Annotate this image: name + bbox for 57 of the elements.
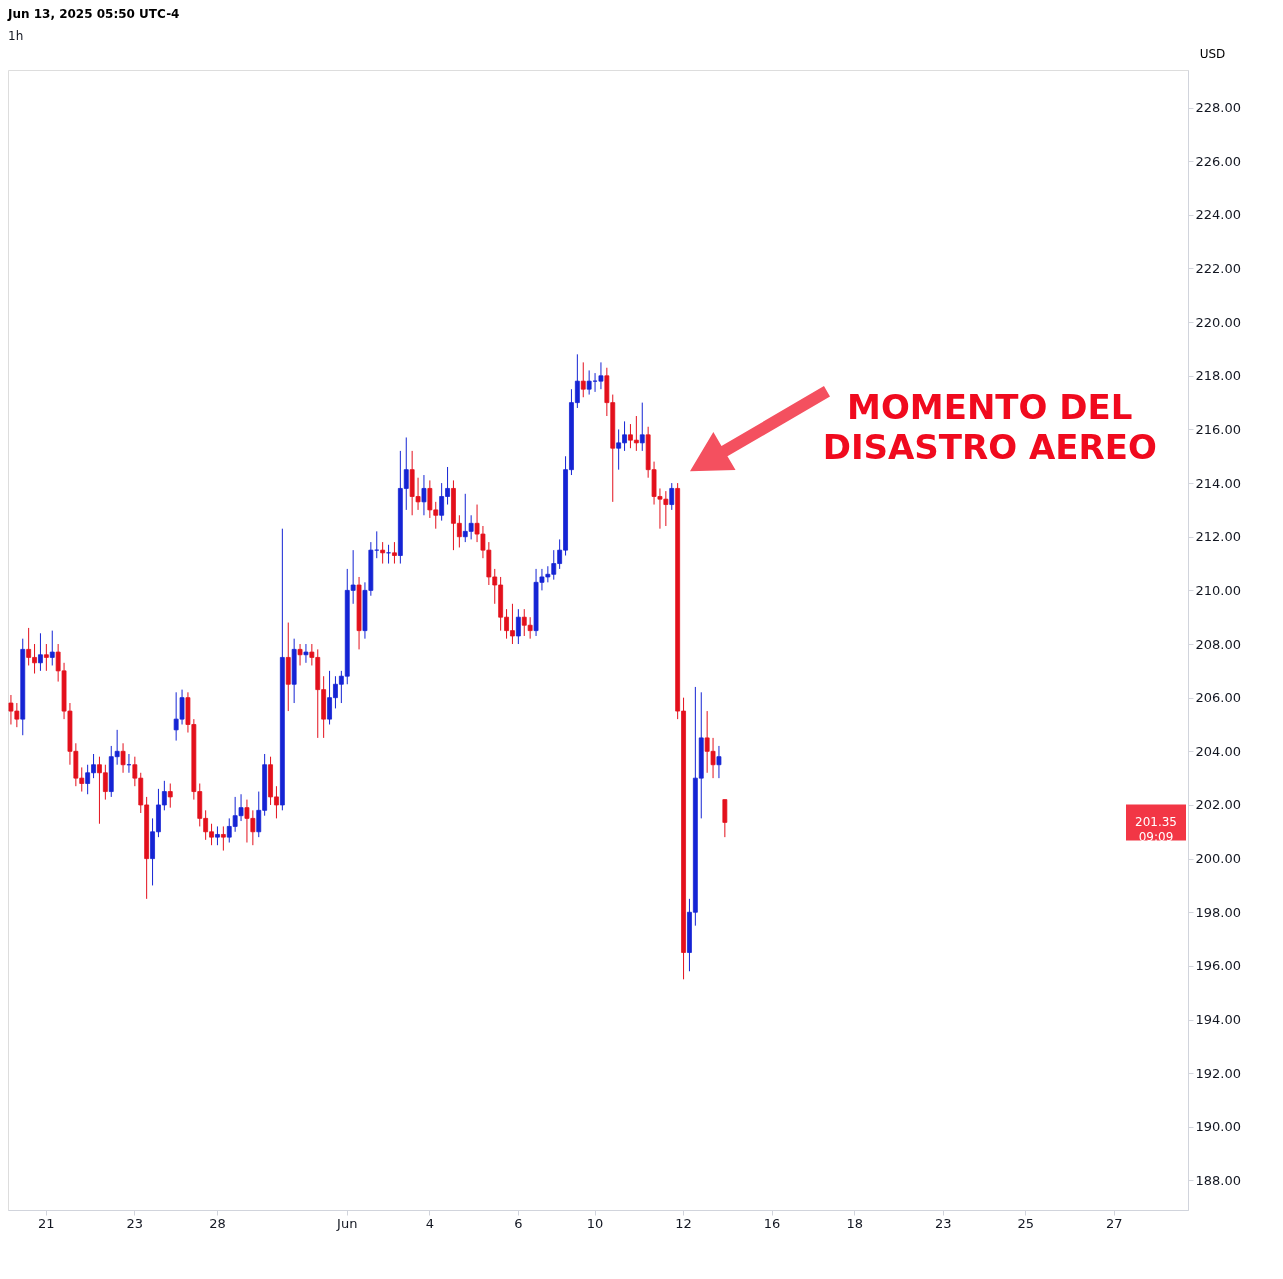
annotation: MOMENTO DEL DISASTRO AEREO bbox=[822, 386, 1157, 467]
candlestick bbox=[215, 825, 220, 846]
y-tick-label: 190.00 bbox=[1195, 1119, 1241, 1135]
candlestick bbox=[639, 402, 645, 452]
chart-title: 1h bbox=[8, 29, 24, 43]
y-tick-label: 214.00 bbox=[1195, 475, 1241, 491]
y-tick-label: 206.00 bbox=[1195, 690, 1241, 706]
candlestick bbox=[49, 630, 55, 666]
candlestick bbox=[669, 482, 675, 511]
y-tick-label: 208.00 bbox=[1195, 636, 1241, 652]
x-tick-label: 28 bbox=[209, 1215, 226, 1231]
y-tick-label: 218.00 bbox=[1195, 368, 1241, 384]
candlestick bbox=[421, 474, 427, 516]
candlestick bbox=[220, 825, 226, 852]
candlestick bbox=[38, 632, 43, 672]
candlestick bbox=[43, 643, 49, 672]
text: Jun 13, 2025 05:50 UTC-4 bbox=[7, 7, 180, 21]
x-tick-label: 25 bbox=[1017, 1215, 1035, 1231]
y-tick-label: 216.00 bbox=[1195, 421, 1241, 437]
candlestick bbox=[380, 541, 386, 565]
y-tick-label: 198.00 bbox=[1195, 904, 1241, 920]
x-tick-label: 6 bbox=[514, 1215, 523, 1231]
x-tick-label: 27 bbox=[1105, 1215, 1123, 1231]
y-tick-label: 194.00 bbox=[1195, 1012, 1241, 1028]
candlestick bbox=[392, 541, 397, 565]
y-tick-label: 204.00 bbox=[1195, 743, 1241, 759]
candlestick bbox=[120, 742, 126, 774]
annotation: 201.35 09:09 bbox=[1135, 815, 1177, 845]
x-tick-label: 12 bbox=[675, 1215, 692, 1231]
y-tick-label: 224.00 bbox=[1195, 207, 1241, 223]
candlestick bbox=[303, 643, 309, 664]
y-tick-label: 200.00 bbox=[1195, 851, 1241, 867]
candlestick bbox=[716, 745, 722, 779]
y-tick-label: 202.00 bbox=[1195, 797, 1241, 813]
y-tick-label: 220.00 bbox=[1195, 314, 1241, 330]
x-tick-label: Jun bbox=[336, 1215, 358, 1231]
x-tick-label: 23 bbox=[934, 1215, 952, 1231]
x-tick-label: 18 bbox=[846, 1215, 863, 1231]
candlestick bbox=[722, 799, 728, 838]
x-tick-label: 23 bbox=[126, 1215, 144, 1231]
candlestick bbox=[515, 608, 521, 645]
y-tick-label: 192.00 bbox=[1195, 1065, 1241, 1081]
candlestick bbox=[167, 783, 173, 809]
y-tick-label: 226.00 bbox=[1195, 153, 1241, 169]
y-tick-label: 222.00 bbox=[1195, 260, 1241, 276]
x-tick-label: 10 bbox=[586, 1215, 604, 1231]
y-tick-label: 212.00 bbox=[1195, 529, 1241, 545]
y-axis-title: USD bbox=[1199, 46, 1226, 61]
y-tick-label: 210.00 bbox=[1195, 582, 1241, 598]
candlestick bbox=[580, 361, 586, 398]
candlestick bbox=[297, 643, 303, 666]
y-tick-label: 228.00 bbox=[1195, 100, 1241, 116]
x-tick-label: 21 bbox=[38, 1215, 55, 1231]
x-tick-label: 16 bbox=[763, 1215, 781, 1231]
y-tick-label: 196.00 bbox=[1195, 958, 1241, 974]
x-tick-label: 4 bbox=[425, 1215, 434, 1231]
y-tick-label: 188.00 bbox=[1195, 1172, 1241, 1188]
